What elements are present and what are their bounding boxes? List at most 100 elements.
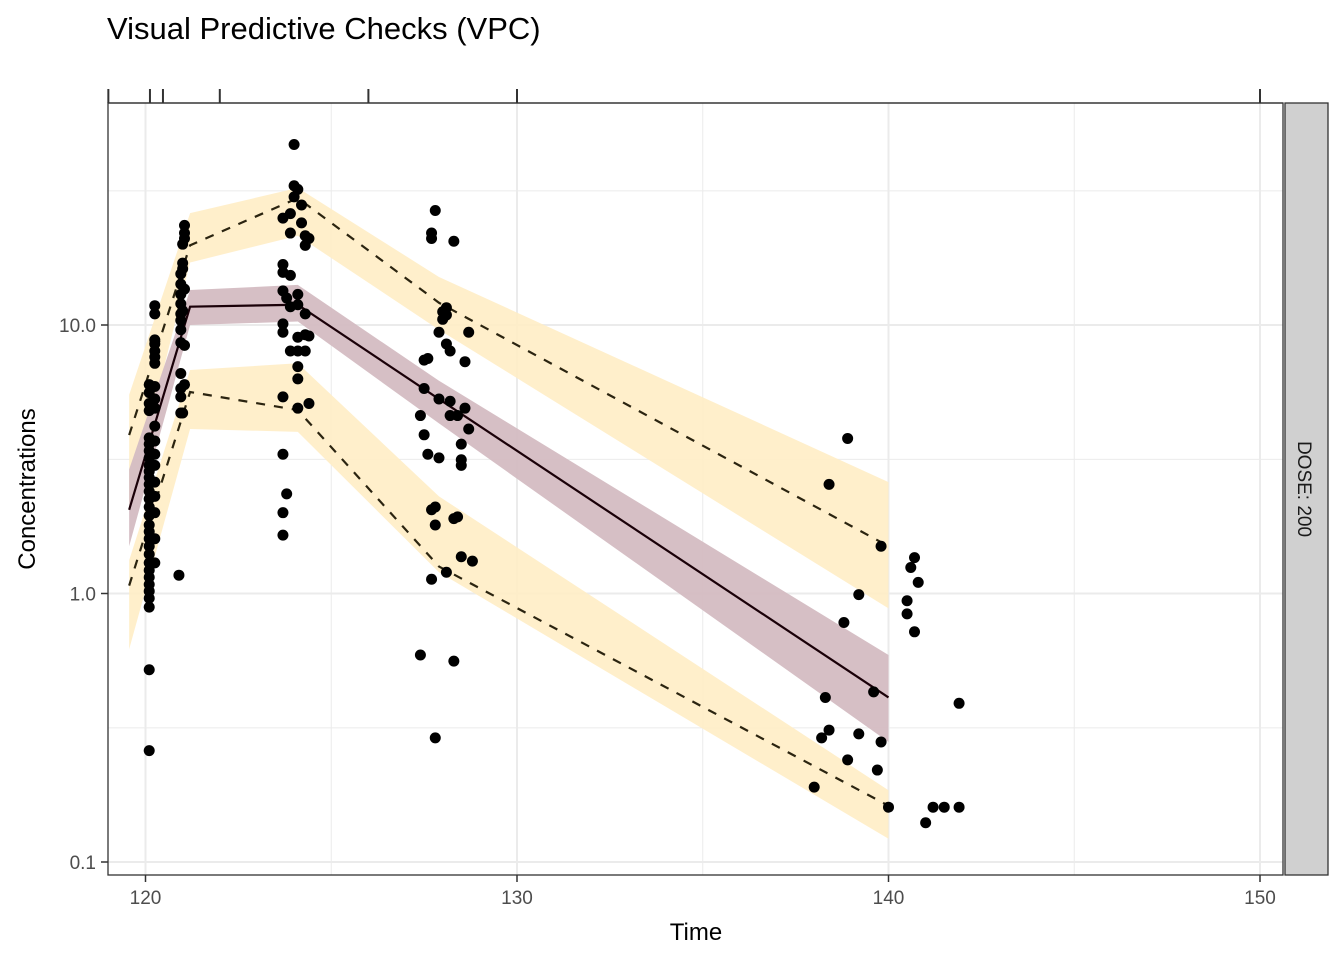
observation-point xyxy=(292,288,304,300)
grid-lines xyxy=(108,103,1283,875)
observation-point xyxy=(953,801,965,813)
bin-separator-ticks xyxy=(107,89,1283,104)
observation-point xyxy=(909,552,921,564)
observation-point xyxy=(426,573,438,585)
observation-point xyxy=(455,438,467,450)
observation-point xyxy=(149,420,161,432)
observation-point xyxy=(463,326,475,338)
observation-point xyxy=(429,519,441,531)
observation-point xyxy=(422,353,434,365)
observation-point xyxy=(149,448,161,460)
y-tick-label: 1.0 xyxy=(70,585,96,606)
observation-point xyxy=(179,379,191,391)
observation-point xyxy=(149,490,161,502)
observation-point xyxy=(875,736,887,748)
observation-point xyxy=(143,664,155,676)
observation-point xyxy=(296,199,308,211)
observation-point xyxy=(422,448,434,460)
observation-point xyxy=(175,367,187,379)
observation-point xyxy=(149,300,161,312)
observation-point xyxy=(281,488,293,500)
observation-point xyxy=(909,626,921,638)
observation-point xyxy=(149,533,161,545)
observation-point xyxy=(288,139,300,151)
observation-point xyxy=(303,330,315,342)
x-tick-label: 120 xyxy=(130,888,162,909)
observation-point xyxy=(429,732,441,744)
observation-point xyxy=(149,557,161,569)
observation-point xyxy=(303,398,315,410)
x-tick-label: 150 xyxy=(1244,888,1276,909)
observation-point xyxy=(452,410,464,422)
x-axis-title: Time xyxy=(670,919,722,946)
observation-point xyxy=(284,227,296,239)
y-tick-label: 10.0 xyxy=(59,316,96,337)
observation-point xyxy=(175,324,187,336)
observation-point xyxy=(281,292,293,304)
observation-point xyxy=(938,801,950,813)
observation-point xyxy=(433,326,445,338)
observation-point xyxy=(927,801,939,813)
observation-point xyxy=(823,478,835,490)
observation-point xyxy=(179,339,191,351)
observation-point xyxy=(149,507,161,519)
observation-point xyxy=(875,540,887,552)
observation-point xyxy=(292,373,304,385)
observation-point xyxy=(143,745,155,757)
observation-point xyxy=(440,566,452,578)
observation-point xyxy=(173,569,185,581)
observation-point xyxy=(277,259,289,271)
observation-point xyxy=(299,345,311,357)
observation-point xyxy=(149,393,161,405)
observation-point xyxy=(149,459,161,471)
observation-point xyxy=(177,407,189,419)
observation-point xyxy=(842,432,854,444)
observation-point xyxy=(816,732,828,744)
x-tick-label: 140 xyxy=(873,888,905,909)
observation-point xyxy=(901,608,913,620)
facet-strip xyxy=(1284,102,1329,876)
y-axis-title: Concentrations xyxy=(14,408,41,569)
observation-point xyxy=(418,429,430,441)
observation-point xyxy=(440,302,452,314)
y-axis: 0.1 1.0 10.0 xyxy=(59,316,108,874)
observation-point xyxy=(179,227,191,239)
observation-point xyxy=(418,383,430,395)
observation-point xyxy=(414,410,426,422)
observation-point xyxy=(448,235,460,247)
observation-point xyxy=(284,208,296,220)
observation-point xyxy=(459,402,471,414)
observation-point xyxy=(463,423,475,435)
observation-point xyxy=(444,345,456,357)
observation-point xyxy=(912,576,924,588)
observation-point xyxy=(277,391,289,403)
observation-point xyxy=(292,299,304,311)
observation-point xyxy=(823,724,835,736)
observation-point xyxy=(853,728,865,740)
observation-point xyxy=(414,649,426,661)
observation-point xyxy=(149,334,161,346)
observation-point xyxy=(842,754,854,766)
observation-point xyxy=(149,381,161,393)
observation-point xyxy=(143,519,155,531)
observation-point xyxy=(143,601,155,613)
observation-point xyxy=(868,686,880,698)
observation-point xyxy=(429,204,441,216)
lower_pi_band xyxy=(129,363,889,839)
observation-point xyxy=(466,555,478,567)
observations xyxy=(143,139,965,829)
observation-point xyxy=(149,308,161,320)
observation-point xyxy=(292,402,304,414)
prediction-bands xyxy=(129,187,889,839)
observation-point xyxy=(179,283,191,295)
observation-point xyxy=(177,257,189,269)
observation-point xyxy=(277,448,289,460)
x-axis: 120 130 140 150 xyxy=(130,875,1276,909)
observation-point xyxy=(459,356,471,368)
observation-point xyxy=(433,393,445,405)
observation-point xyxy=(426,227,438,239)
observation-point xyxy=(277,507,289,519)
observation-point xyxy=(433,452,445,464)
observation-point xyxy=(883,801,894,813)
